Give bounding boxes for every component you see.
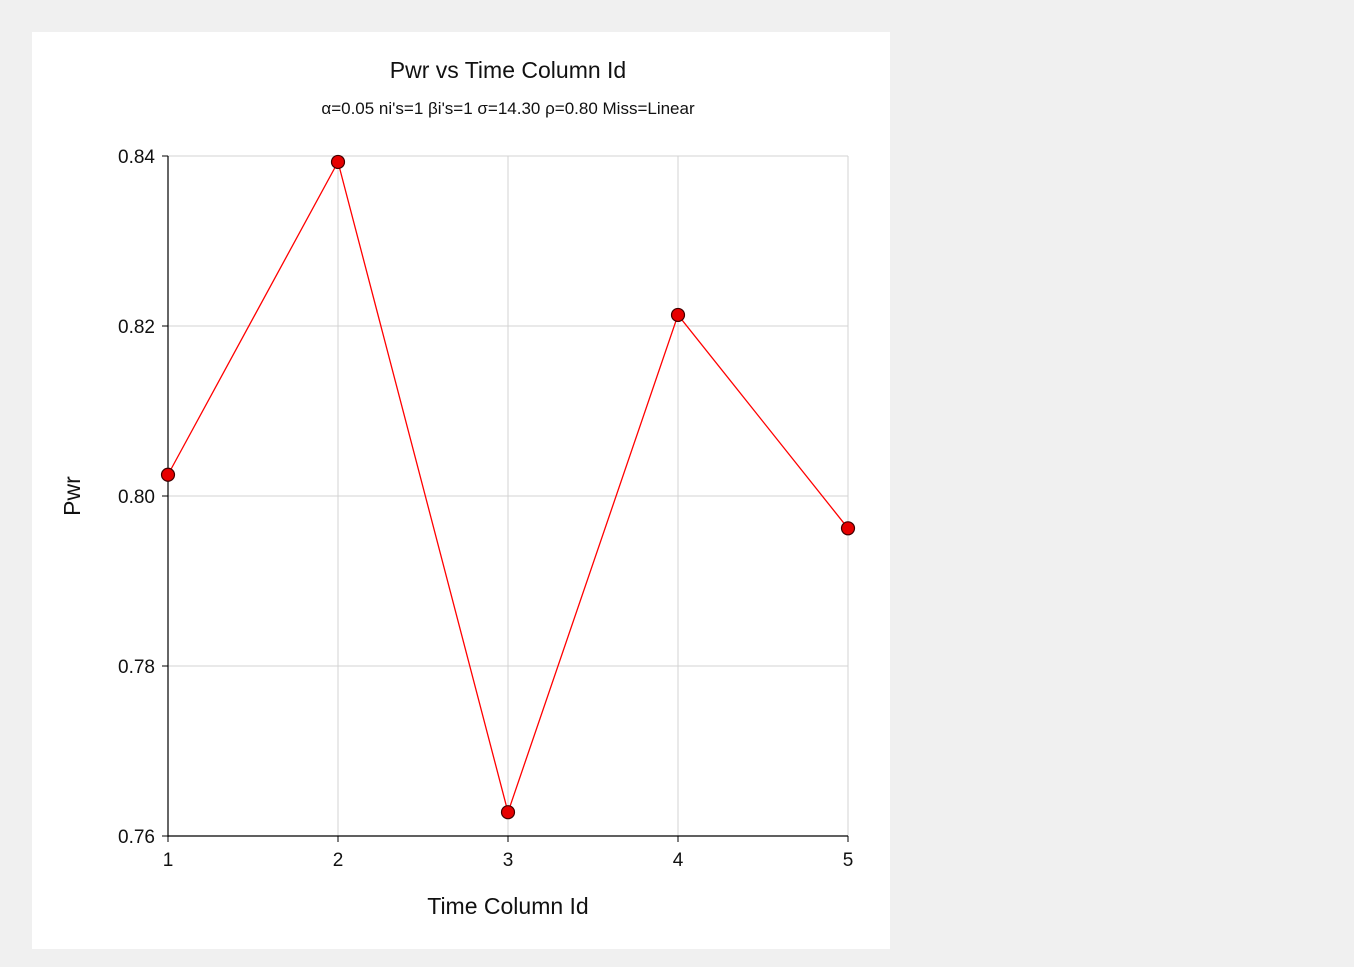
x-tick-label-5: 5 <box>843 850 854 871</box>
grid-layer <box>167 155 849 837</box>
y-tick-label-1: 0.76 <box>118 827 155 848</box>
x-tick-label-2: 2 <box>333 850 344 871</box>
y-tick-label-2: 0.78 <box>118 657 155 678</box>
data-point-4 <box>670 307 686 323</box>
series-layer <box>160 154 856 820</box>
chart-panel: Pwr vs Time Column Id α=0.05 ni's=1 βi's… <box>32 32 890 949</box>
x-axis-label: Time Column Id <box>427 893 588 919</box>
data-point-2 <box>330 154 346 170</box>
y-axis-label: Pwr <box>59 476 85 516</box>
x-tick-label-4: 4 <box>673 850 684 871</box>
y-tick-label-5: 0.84 <box>118 147 155 168</box>
data-point-1 <box>160 467 176 482</box>
y-tick-label-3: 0.80 <box>118 487 155 508</box>
chart-title: Pwr vs Time Column Id <box>390 57 626 83</box>
y-tick-label-4: 0.82 <box>118 317 155 338</box>
x-tick-label-1: 1 <box>163 850 174 871</box>
tick-label-layer: 1 2 3 4 5 0.76 0.78 0.80 0.82 0.84 <box>118 147 853 871</box>
data-point-5 <box>840 521 856 536</box>
axis-layer <box>162 155 849 842</box>
data-point-3 <box>500 805 516 820</box>
x-tick-label-3: 3 <box>503 850 514 871</box>
chart-svg: Pwr vs Time Column Id α=0.05 ni's=1 βi's… <box>59 57 856 919</box>
chart-subtitle: α=0.05 ni's=1 βi's=1 σ=14.30 ρ=0.80 Miss… <box>321 99 695 118</box>
